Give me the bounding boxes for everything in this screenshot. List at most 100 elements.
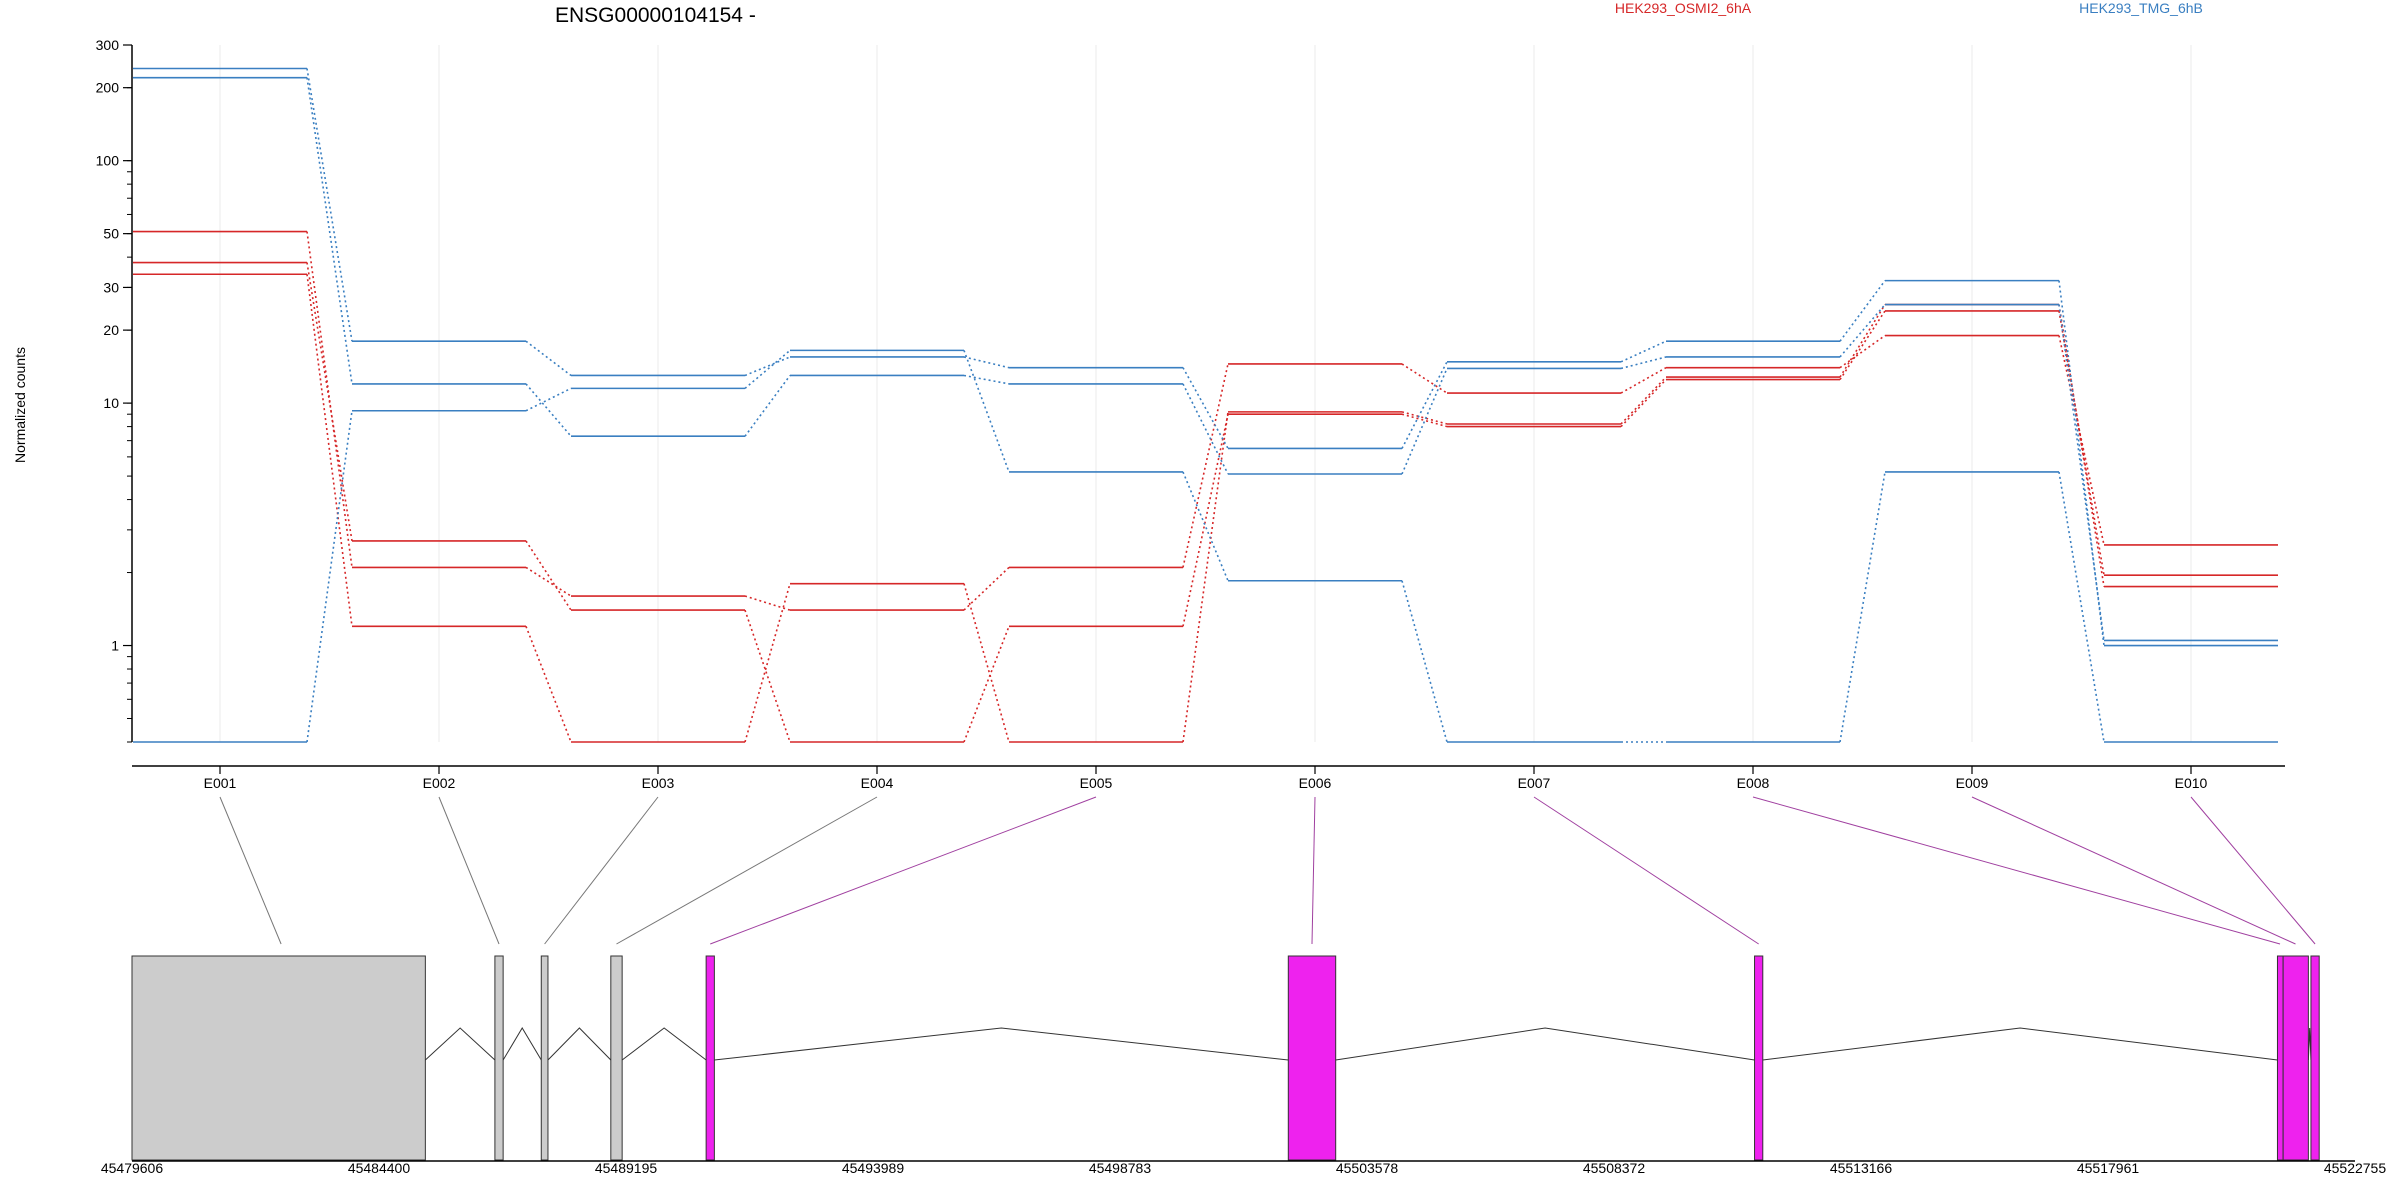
x-tick-label-e007: E007 xyxy=(1518,775,1551,791)
series-6-connector xyxy=(1839,471,1886,743)
x-tick-label-e009: E009 xyxy=(1956,775,1989,791)
series-3-connector xyxy=(306,274,353,627)
x-tick-label-e003: E003 xyxy=(642,775,675,791)
exon-block-2 xyxy=(494,955,504,1161)
series-2-connector xyxy=(1620,379,1667,428)
series-5-connector xyxy=(1182,383,1229,475)
bin-connector-e010 xyxy=(2190,796,2316,945)
intron xyxy=(502,1027,542,1061)
series-6-connector xyxy=(744,349,791,389)
exon-block-10 xyxy=(2310,955,2320,1161)
series-3-connector xyxy=(1620,376,1667,425)
series-4-connector xyxy=(1620,340,1667,363)
series-2-connector xyxy=(1182,414,1229,627)
intron xyxy=(425,1027,496,1061)
series-1 xyxy=(133,230,2278,611)
plot-area: 1 10 20 30 50 100 200 300 E001 E002 E003 E004 E005 E0… xyxy=(96,37,2285,791)
series-2-connector xyxy=(1401,413,1448,428)
series-5-connector xyxy=(1620,356,1667,370)
series-4-connector xyxy=(1401,361,1448,449)
series-6-connector xyxy=(1182,471,1229,582)
intron xyxy=(714,1027,1289,1061)
series-1-connector xyxy=(1839,334,1886,369)
x-tick-label-e005: E005 xyxy=(1080,775,1113,791)
y-tick-label: 30 xyxy=(103,279,119,295)
genomic-tick-label: 45508372 xyxy=(1583,1160,1646,1176)
x-tick-label-e002: E002 xyxy=(423,775,456,791)
bin-connector-e005 xyxy=(710,796,1097,945)
genomic-tick-label: 45484400 xyxy=(348,1160,411,1176)
series-4-connector xyxy=(1839,280,1886,342)
series-3-connector xyxy=(1839,304,1886,378)
series-1-connector xyxy=(306,231,353,568)
bin-connector-e007 xyxy=(1533,796,1759,945)
series-2-connector xyxy=(306,262,353,542)
intron xyxy=(1762,1027,2278,1061)
exon-block-3 xyxy=(540,955,549,1161)
series-3-connector xyxy=(1182,411,1229,743)
series-6 xyxy=(133,349,2278,743)
exon-block-4 xyxy=(610,955,623,1161)
series-5-connector xyxy=(963,374,1010,385)
series-1-connector xyxy=(963,566,1010,611)
series-4-connector xyxy=(744,356,791,377)
exon-block-1 xyxy=(131,955,426,1161)
x-tick-label-e008: E008 xyxy=(1737,775,1770,791)
series-3-connector xyxy=(744,583,791,743)
series-1-connector xyxy=(1620,366,1667,394)
series-6-connector xyxy=(2058,471,2105,743)
bin-connector-e001 xyxy=(219,796,282,945)
y-tick-label: 300 xyxy=(96,37,120,53)
intron xyxy=(1335,1027,1755,1061)
exon-block-8 xyxy=(2276,955,2284,1161)
series-5-connector xyxy=(525,383,572,437)
intron xyxy=(547,1027,612,1061)
exon-block-5 xyxy=(705,955,715,1161)
genomic-tick-label: 45489195 xyxy=(595,1160,658,1176)
series-5-connector xyxy=(744,374,791,437)
series-5-connector xyxy=(306,77,353,385)
series-6-connector xyxy=(306,410,353,743)
series-5 xyxy=(133,76,2278,642)
series-4-connector xyxy=(963,356,1010,369)
genomic-tick-label: 45493989 xyxy=(842,1160,905,1176)
genomic-tick-label: 45517961 xyxy=(2077,1160,2140,1176)
genomic-tick-label: 45503578 xyxy=(1336,1160,1399,1176)
series-3-connector xyxy=(525,626,572,743)
y-axis-label: Normalized counts xyxy=(12,347,28,463)
genomic-tick-label: 45522755 xyxy=(2324,1160,2387,1176)
series-2-connector xyxy=(744,609,791,743)
legend-entry-osmi2: HEK293_OSMI2_6hA xyxy=(1615,0,1752,16)
series-6-connector xyxy=(1401,580,1448,743)
series-1-connector xyxy=(744,595,791,611)
y-tick-label: 10 xyxy=(103,395,119,411)
series-2-connector xyxy=(1839,310,1886,381)
bin-connector-e002 xyxy=(438,796,500,945)
series-1-connector xyxy=(1401,363,1448,394)
genomic-tick-label: 45513166 xyxy=(1830,1160,1893,1176)
exon-block-7 xyxy=(1754,955,1764,1161)
series-3-connector xyxy=(963,583,1010,743)
y-tick-label: 20 xyxy=(103,322,119,338)
series-4-connector xyxy=(2058,280,2105,646)
bin-connector-e006 xyxy=(1311,796,1316,945)
series-6-connector xyxy=(963,350,1010,473)
bin-connector-e008 xyxy=(1752,796,2281,945)
series-5-connector xyxy=(1401,368,1448,475)
genomic-tick-label: 45498783 xyxy=(1089,1160,1152,1176)
series-2-connector xyxy=(963,626,1010,743)
y-tick-label: 50 xyxy=(103,226,119,242)
series-1-connector xyxy=(1182,363,1229,568)
x-tick-label-e001: E001 xyxy=(204,775,237,791)
series-5-connector xyxy=(2058,304,2105,641)
y-tick-label: 200 xyxy=(96,80,120,96)
series-3 xyxy=(133,273,2278,743)
bin-connector-e003 xyxy=(544,796,659,945)
series-5-connector xyxy=(1839,304,1886,358)
series-2-connector xyxy=(525,540,572,611)
series-6-connector xyxy=(525,387,572,412)
series-4 xyxy=(133,67,2278,647)
series-2 xyxy=(133,261,2278,743)
genomic-tick-label: 45479606 xyxy=(101,1160,164,1176)
